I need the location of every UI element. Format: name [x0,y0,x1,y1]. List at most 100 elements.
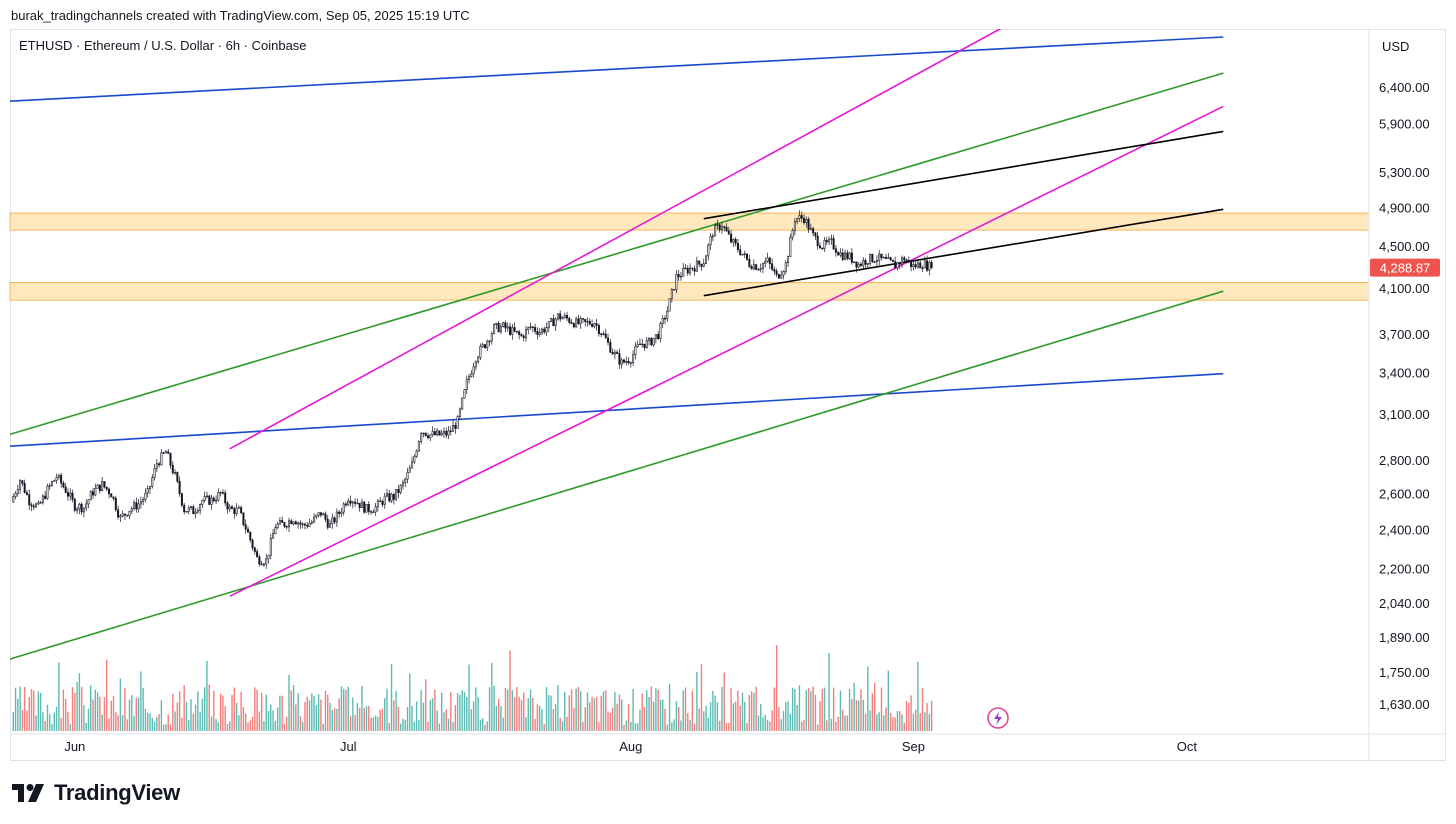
candle[interactable] [310,519,313,525]
candle[interactable] [752,259,755,271]
candle[interactable] [793,217,796,236]
candle[interactable] [554,317,557,332]
candle[interactable] [276,521,279,530]
candle[interactable] [677,269,680,281]
candle[interactable] [194,508,197,519]
candle[interactable] [616,349,619,354]
candle[interactable] [158,461,161,468]
candle[interactable] [285,525,288,530]
candle[interactable] [732,238,735,248]
candle[interactable] [766,252,769,263]
candle[interactable] [41,494,44,505]
candle[interactable] [420,432,423,445]
candle[interactable] [707,243,710,261]
candle[interactable] [673,289,676,291]
candle[interactable] [800,211,803,223]
candle[interactable] [269,533,272,560]
candle[interactable] [370,510,373,515]
candle[interactable] [750,264,753,270]
candle[interactable] [130,506,133,515]
candle[interactable] [773,266,776,275]
candle[interactable] [597,323,600,337]
candle[interactable] [190,506,193,510]
candle[interactable] [431,426,434,437]
green-trendline[interactable] [0,72,1224,439]
candle[interactable] [390,492,393,504]
candle[interactable] [509,322,512,337]
candle[interactable] [834,244,837,257]
candle[interactable] [253,546,256,555]
candle[interactable] [627,357,630,365]
candle[interactable] [914,259,917,270]
candle[interactable] [889,256,892,261]
candle[interactable] [365,504,368,513]
candle[interactable] [272,528,275,539]
candle[interactable] [495,322,498,329]
candle[interactable] [757,267,760,271]
candle[interactable] [322,512,325,516]
candle[interactable] [408,464,411,473]
candle[interactable] [483,343,486,349]
candle[interactable] [335,508,338,527]
candle[interactable] [764,257,767,268]
candle[interactable] [39,500,42,504]
candle[interactable] [117,505,120,520]
candle[interactable] [349,495,352,507]
candle[interactable] [907,256,910,263]
candle[interactable] [846,249,849,261]
candle[interactable] [666,306,669,323]
candle[interactable] [875,255,878,268]
candle[interactable] [470,369,473,378]
candle[interactable] [196,507,199,514]
candle[interactable] [686,265,689,277]
candle[interactable] [183,502,186,515]
candle[interactable] [442,427,445,438]
candle[interactable] [545,322,548,337]
candle[interactable] [228,503,231,512]
candle[interactable] [422,432,425,438]
candle[interactable] [821,247,824,251]
candle[interactable] [490,331,493,345]
candle[interactable] [716,219,719,230]
candle[interactable] [775,268,778,278]
candle[interactable] [112,496,115,501]
candle[interactable] [363,501,366,514]
candle[interactable] [853,261,856,264]
candle[interactable] [714,222,717,237]
candle[interactable] [759,263,762,273]
candle[interactable] [645,337,648,349]
candle[interactable] [661,315,664,329]
candle[interactable] [14,491,17,500]
candle[interactable] [930,259,933,270]
candle[interactable] [755,263,758,271]
candle[interactable] [506,322,509,332]
candle[interactable] [643,343,646,351]
candle[interactable] [180,492,183,508]
black-trendline[interactable] [703,130,1224,220]
price-axis[interactable]: 6,400.00 5,900.00 5,300.00 4,900.00 4,500.00… [1379,80,1430,712]
candle[interactable] [226,500,229,514]
candle[interactable] [600,332,603,338]
candle[interactable] [372,509,375,514]
candle[interactable] [898,261,901,270]
candle[interactable] [670,288,673,303]
candle[interactable] [524,325,527,342]
candle[interactable] [244,519,247,534]
candle[interactable] [119,514,122,523]
candle[interactable] [397,484,400,499]
candle[interactable] [905,258,908,262]
candle[interactable] [454,421,457,434]
candle[interactable] [438,430,441,436]
candle[interactable] [16,484,19,497]
candle[interactable] [208,494,211,506]
candle[interactable] [376,499,379,512]
candle[interactable] [620,357,623,369]
candle[interactable] [796,218,799,225]
candle[interactable] [481,342,484,348]
candle[interactable] [76,506,79,515]
candle[interactable] [538,328,541,337]
candle[interactable] [629,361,632,368]
candle[interactable] [187,505,190,515]
candle[interactable] [105,486,108,492]
candle[interactable] [928,260,931,276]
